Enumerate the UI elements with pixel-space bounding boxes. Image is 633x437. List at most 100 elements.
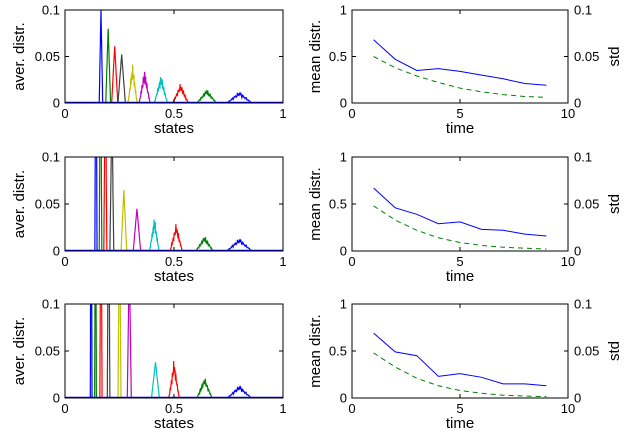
distribution-peak-3 <box>103 157 108 251</box>
distribution-peak-4 <box>117 54 126 103</box>
distribution-peak-9 <box>195 237 214 251</box>
x-tick-label: 10 <box>561 106 575 121</box>
axes-frame <box>351 156 569 252</box>
plot-area <box>373 332 547 398</box>
x-axis-label: states <box>154 120 194 137</box>
y-tick-label: 1 <box>340 3 347 18</box>
y-axis-label: aver. distr. <box>11 22 28 90</box>
y-tick-label: 0.5 <box>329 197 347 212</box>
x-tick-label: 0 <box>348 401 355 416</box>
y-axis-label: mean distr. <box>307 167 324 240</box>
x-tick-label: 1 <box>279 106 286 121</box>
y-tick-label: 0.05 <box>35 344 60 359</box>
distribution-peak-5 <box>127 64 138 103</box>
y-tick-label: 0 <box>340 96 347 111</box>
mean-distr-line <box>373 39 547 86</box>
y2-tick-label: 0.05 <box>574 344 599 359</box>
y2-axis-label: std <box>606 341 623 361</box>
y-tick-label: 0.5 <box>329 344 347 359</box>
y2-tick-label: 0.1 <box>574 3 592 18</box>
y2-tick-label: 0.1 <box>574 150 592 165</box>
plot-area <box>373 187 547 250</box>
y2-axis-label: std <box>606 46 623 66</box>
distribution-peak-1 <box>89 304 93 398</box>
distribution-peak-1 <box>98 10 104 103</box>
distribution-peak-10 <box>226 91 253 103</box>
std-line <box>373 205 547 250</box>
y2-tick-label: 0.05 <box>574 197 599 212</box>
distribution-peak-8 <box>172 84 189 103</box>
x-axis-label: time <box>446 120 474 137</box>
y-tick-label: 0.05 <box>35 197 60 212</box>
x-axis-label: states <box>154 268 194 285</box>
x-tick-label: 5 <box>456 106 463 121</box>
panel-left-row-2: 0 0.5 1 0 0.05 0.1 states aver. distr. <box>11 150 287 286</box>
distribution-peak-7 <box>149 219 160 251</box>
y-axis-label: aver. distr. <box>11 317 28 385</box>
y-axis-label: mean distr. <box>307 314 324 387</box>
x-tick-label: 0.5 <box>165 106 183 121</box>
mean-distr-line <box>373 332 547 387</box>
distribution-peak-7 <box>150 362 160 398</box>
y-tick-label: 1 <box>340 150 347 165</box>
y-axis-label: aver. distr. <box>11 170 28 238</box>
x-axis-label: time <box>446 268 474 285</box>
std-line <box>373 56 547 98</box>
distribution-peak-4 <box>106 304 111 398</box>
distribution-peak-6 <box>126 304 132 398</box>
y-tick-label: 0 <box>53 244 60 259</box>
y-tick-label: 0 <box>53 96 60 111</box>
panel-left-row-1: 0 0.5 1 0 0.05 0.1 states aver. distr. <box>11 3 287 138</box>
panel-left-row-3: 0 0.5 1 0 0.05 0.1 states aver. distr. <box>11 297 287 433</box>
distribution-peak-10 <box>226 238 253 251</box>
x-tick-label: 5 <box>456 401 463 416</box>
y-tick-label: 0 <box>340 391 347 406</box>
y-tick-label: 0.5 <box>329 49 347 64</box>
distribution-peak-5 <box>120 189 128 251</box>
axes-frame <box>351 303 569 399</box>
distribution-peak-2 <box>105 28 112 103</box>
plot-area <box>373 39 547 98</box>
y-tick-label: 0.1 <box>42 3 60 18</box>
x-tick-label: 1 <box>279 254 286 269</box>
distribution-peak-6 <box>132 208 142 251</box>
distribution-peak-1 <box>94 157 98 251</box>
y2-axis-label: std <box>606 194 623 214</box>
y-tick-label: 0.05 <box>35 49 60 64</box>
std-line <box>373 352 547 398</box>
y-tick-label: 0.1 <box>42 297 60 312</box>
axes-frame <box>64 303 284 399</box>
distribution-peak-6 <box>138 71 151 103</box>
axes-frame <box>64 9 284 104</box>
distribution-peak-7 <box>153 77 169 103</box>
x-tick-label: 0 <box>348 254 355 269</box>
x-tick-label: 0 <box>61 401 68 416</box>
x-tick-label: 0 <box>61 106 68 121</box>
x-tick-label: 0.5 <box>165 254 183 269</box>
x-tick-label: 0 <box>348 106 355 121</box>
distribution-peak-8 <box>168 361 180 398</box>
distribution-peak-8 <box>169 224 183 251</box>
plot-area <box>65 10 283 103</box>
x-tick-label: 5 <box>456 254 463 269</box>
y2-tick-label: 0 <box>574 96 581 111</box>
x-axis-label: time <box>446 415 474 432</box>
y-tick-label: 0 <box>53 391 60 406</box>
x-tick-label: 0 <box>61 254 68 269</box>
y-axis-label: mean distr. <box>307 20 324 93</box>
x-tick-label: 10 <box>561 401 575 416</box>
y2-tick-label: 0.05 <box>574 49 599 64</box>
x-tick-label: 10 <box>561 254 575 269</box>
mean-distr-line <box>373 187 547 237</box>
y2-tick-label: 0 <box>574 244 581 259</box>
y-tick-label: 0 <box>340 244 347 259</box>
x-tick-label: 0.5 <box>165 401 183 416</box>
x-tick-label: 1 <box>279 401 286 416</box>
distribution-peak-10 <box>227 385 252 398</box>
distribution-peak-9 <box>196 378 213 398</box>
x-axis-label: states <box>154 415 194 432</box>
distribution-peak-4 <box>109 157 115 251</box>
